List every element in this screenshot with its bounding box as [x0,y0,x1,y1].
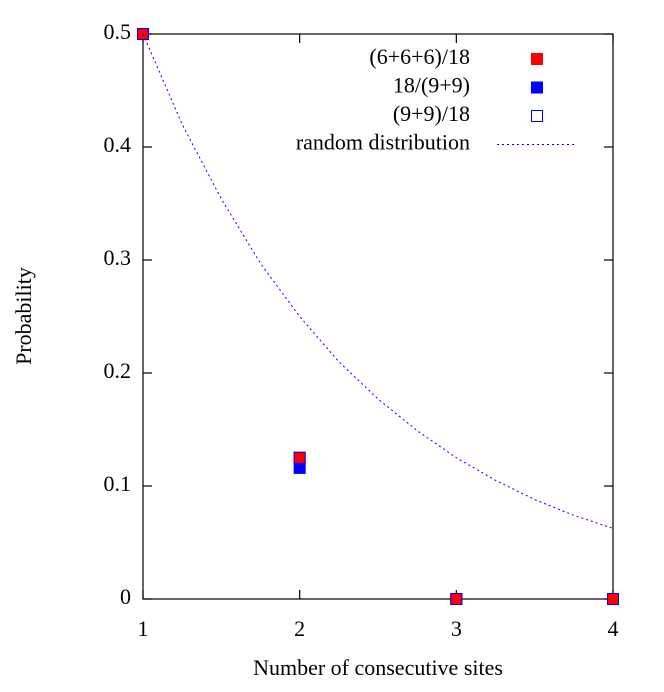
legend-swatch [531,81,543,94]
point [450,593,463,605]
y-tick-label: 0.2 [104,358,132,383]
y-tick-label: 0.4 [104,132,132,157]
y-tick-label: 0 [120,584,131,609]
x-tick-label: 1 [138,616,149,641]
x-axis-label: Number of consecutive sites [253,655,503,680]
x-tick-label: 4 [608,616,619,641]
legend-swatch [531,53,543,65]
legend-label: random distribution [296,130,470,155]
point [293,451,306,464]
x-tick-label: 3 [451,616,462,641]
point [607,593,619,605]
point [607,593,619,605]
legend-label: (9+9)/18 [393,101,470,126]
plot-frame [142,33,614,600]
legend-label: 18/(9+9) [393,73,470,98]
point [137,28,149,40]
y-tick-label: 0.1 [104,471,132,496]
legend-swatch [531,110,543,122]
legend-label: (6+6+6)/18 [369,44,470,69]
point [293,461,306,474]
point [450,593,463,605]
y-axis-label: Probability [11,267,36,365]
y-tick-label: 0.3 [104,245,132,270]
y-tick-label: 0.5 [104,19,132,44]
curve [142,33,614,529]
x-tick-label: 2 [294,616,305,641]
point [293,451,306,464]
